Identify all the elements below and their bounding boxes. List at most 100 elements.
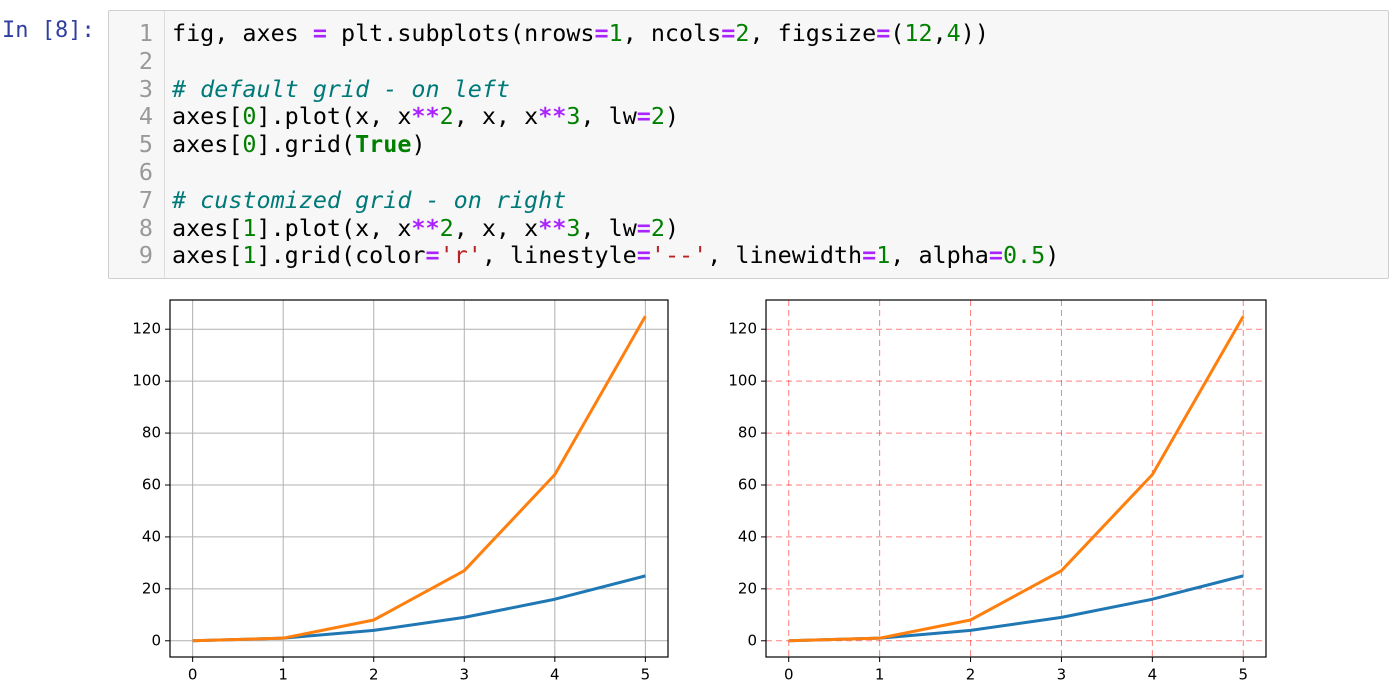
code-token: ** [411, 213, 440, 242]
code-token: 0 [242, 130, 257, 159]
code-token: , linewidth [707, 241, 863, 270]
code-token: ].plot(x, x [256, 102, 412, 131]
code-token: , lw [580, 102, 637, 131]
line-number: 3 [138, 74, 153, 103]
code-token: 2 [650, 102, 665, 131]
x-tick-label: 2 [369, 666, 379, 684]
line-number: 1 [138, 19, 153, 47]
y-tick-label: 60 [142, 475, 161, 493]
code-cell[interactable]: 1 2 3 4 5 6 7 8 9 fig, axes = plt.subplots(nrows=… [108, 10, 1389, 279]
gutter-divider [164, 11, 165, 278]
line-number: 4 [138, 102, 153, 131]
x-tick-label: 4 [550, 666, 560, 684]
code-token: , linestyle [481, 241, 637, 270]
code-token: = [636, 213, 651, 242]
line-number: 8 [138, 213, 153, 242]
line-number: 5 [138, 130, 153, 159]
line-number: 2 [138, 46, 153, 75]
y-tick-label: 0 [151, 631, 161, 649]
code-line: axes[0].grid(True) [172, 130, 426, 158]
x-tick-label: 1 [875, 666, 885, 684]
code-token: ) [664, 213, 680, 242]
code-token: , x, x [453, 213, 539, 242]
code-line: axes[1].plot(x, x**2, x, x**3, lw=2) [172, 214, 679, 242]
code-line: # customized grid - on right [172, 186, 566, 214]
code-token: fig, axes [172, 19, 313, 47]
code-token: 2 [650, 213, 665, 242]
code-line: axes[0].plot(x, x**2, x, x**3, lw=2) [172, 102, 679, 130]
code-token: , [932, 19, 947, 47]
x-tick-label: 3 [1057, 666, 1067, 684]
code-token: , alpha [890, 241, 989, 270]
code-token: = [988, 241, 1003, 270]
code-token: = [636, 102, 651, 131]
y-tick-label: 80 [738, 424, 757, 442]
x-tick-label: 3 [459, 666, 469, 684]
code-token: ) [1045, 241, 1060, 270]
code-token: # default grid - on left [172, 74, 510, 103]
code-token: = [312, 19, 327, 47]
series-line [192, 574, 646, 643]
code-token: ].grid( [256, 130, 356, 159]
x-tick-label: 4 [1148, 666, 1158, 684]
series-line [192, 315, 647, 643]
code-token: ].plot(x, x [256, 213, 412, 242]
code-token: 1 [242, 213, 257, 242]
y-tick-label: 100 [728, 372, 757, 390]
code-token: ) [411, 130, 426, 159]
code-token: axes[ [172, 102, 243, 131]
code-token: axes[ [172, 241, 243, 270]
code-token: 2 [439, 102, 454, 131]
y-tick-label: 0 [747, 631, 757, 649]
code-token: = [594, 19, 609, 47]
code-token: ** [411, 102, 440, 131]
line-number: 6 [138, 158, 153, 186]
code-line: axes[1].grid(color='r', linestyle='--', … [172, 241, 1059, 269]
line-number: 7 [138, 185, 153, 214]
code-token: 0 [242, 102, 257, 131]
y-tick-label: 100 [132, 372, 161, 390]
code-token: , figsize [749, 19, 877, 47]
y-tick-label: 60 [738, 475, 757, 493]
y-tick-label: 20 [142, 579, 161, 597]
line-number: 9 [138, 241, 153, 270]
cell-prompt: In [8]: [2, 18, 95, 43]
x-tick-label: 5 [641, 666, 651, 684]
code-token: 3 [566, 102, 581, 131]
y-tick-label: 120 [132, 320, 161, 338]
axes-frame [765, 299, 1267, 658]
code-token: plt.subplots(nrows [326, 19, 595, 47]
code-token: 'r' [439, 241, 482, 270]
code-token: 0.5 [1002, 241, 1046, 270]
code-line: # default grid - on left [172, 75, 510, 103]
x-tick-label: 5 [1238, 666, 1248, 684]
code-token: , x, x [453, 102, 539, 131]
series-line [788, 574, 1244, 643]
series-line [788, 315, 1245, 643]
y-tick-label: 80 [142, 424, 161, 442]
y-tick-label: 40 [738, 527, 757, 545]
x-tick-label: 1 [278, 666, 288, 684]
code-token: ].grid(color [256, 241, 426, 270]
code-token: axes[ [172, 213, 243, 242]
code-token: axes[ [172, 130, 243, 159]
x-tick-label: 0 [188, 666, 198, 684]
code-token: 1 [876, 241, 891, 270]
code-token: 1 [608, 19, 623, 47]
code-token: 12 [904, 19, 933, 47]
code-token: 2 [439, 213, 454, 242]
code-token: = [425, 241, 440, 270]
code-token: = [721, 19, 736, 47]
code-token: True [355, 130, 412, 159]
code-token: = [636, 241, 651, 270]
code-token: ** [538, 102, 567, 131]
x-tick-label: 2 [966, 666, 976, 684]
code-token: = [862, 241, 877, 270]
code-token: )) [960, 19, 989, 47]
code-token: ) [664, 102, 680, 131]
code-token: ( [890, 19, 905, 47]
code-token: 3 [566, 213, 581, 242]
code-token: , ncols [622, 19, 722, 47]
